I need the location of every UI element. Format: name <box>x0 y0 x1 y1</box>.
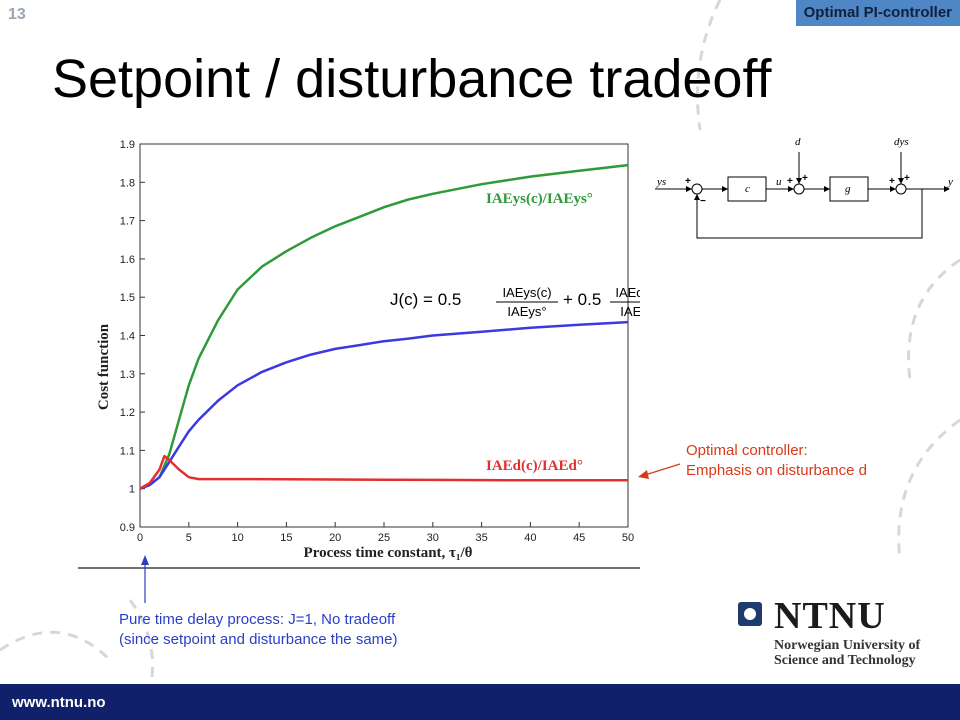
ntnu-logo-name: NTNU <box>774 595 886 637</box>
slide-number: 13 <box>8 6 26 23</box>
diagram-sign-5: + <box>889 176 895 187</box>
footer-url[interactable]: www.ntnu.no <box>12 694 106 711</box>
x-tick-label: 20 <box>329 532 341 544</box>
y-tick-label: 1.2 <box>120 407 135 419</box>
diagram-sign-1: + <box>685 176 691 187</box>
diagram-arrowhead-5 <box>824 186 830 192</box>
ntnu-logo-line-2: Science and Technology <box>774 653 916 668</box>
series-label-green: IAEys(c)/IAEys° <box>486 191 593 207</box>
x-tick-label: 15 <box>280 532 292 544</box>
diagram-sign-6: + <box>904 173 910 184</box>
y-tick-label: 1.5 <box>120 292 135 304</box>
pure-delay-note-line-1: Pure time delay process: J=1, No tradeof… <box>119 611 396 628</box>
diagram-feedback-loop <box>696 189 923 239</box>
diagram-arrowhead-9 <box>694 194 700 200</box>
diagram-disturbance-label: d <box>795 136 801 148</box>
diagram-sign-2: − <box>700 196 706 207</box>
y-tick-label: 1.1 <box>120 445 135 457</box>
optimal-arrow <box>644 463 681 476</box>
diagram-arrowhead-3 <box>788 186 794 192</box>
diagram-summing-junction-3 <box>895 183 907 195</box>
x-tick-label: 25 <box>378 532 390 544</box>
formula-term1-denominator: IAEys° <box>507 304 546 319</box>
pure-delay-arrowhead <box>141 555 149 565</box>
diagram-arrowhead-2 <box>722 186 728 192</box>
slide-title: Setpoint / disturbance tradeoff <box>52 49 772 109</box>
diagram-arrowhead-8 <box>944 186 950 192</box>
x-tick-label: 40 <box>524 532 536 544</box>
x-tick-label: 5 <box>186 532 192 544</box>
optimal-controller-note: Optimal controller: Emphasis on disturba… <box>686 441 867 481</box>
y-tick-label: 1.9 <box>120 139 135 151</box>
y-tick-label: 1.3 <box>120 369 135 381</box>
formula-lhs: J(c) = 0.5 <box>390 290 461 309</box>
optimal-note-line-1: Optimal controller: <box>686 442 808 459</box>
ntnu-logo-mark <box>738 602 762 626</box>
diagram-summing-junction-1 <box>691 183 703 195</box>
x-axis-label: Process time constant, τ₁/θ <box>304 545 473 561</box>
x-tick-label: 45 <box>573 532 585 544</box>
x-tick-label: 30 <box>427 532 439 544</box>
y-tick-label: 1 <box>129 484 135 496</box>
diagram-arrowhead-7 <box>898 178 904 184</box>
cost-function-chart: 0 5 10 15 20 25 30 35 40 45 50 0.9 1 1.1 1.2 1.3 1.4 1.5 1… <box>78 122 640 570</box>
diagram-arrowhead-4 <box>796 178 802 184</box>
pure-delay-note: Pure time delay process: J=1, No tradeof… <box>119 610 398 650</box>
series-label-red: IAEd(c)/IAEd° <box>486 458 583 474</box>
ntnu-logo-line-1: Norwegian University of <box>774 638 921 653</box>
pure-delay-note-line-2: (since setpoint and disturbance the same… <box>119 631 398 648</box>
y-tick-label: 1.8 <box>120 177 135 189</box>
diagram-sign-4: + <box>802 173 808 184</box>
diagram-plant-label: g <box>845 183 851 195</box>
footer-bar: www.ntnu.no <box>0 684 960 720</box>
ntnu-logo: NTNU Norwegian University of Science and… <box>736 595 946 673</box>
y-tick-label: 0.9 <box>120 522 135 534</box>
x-tick-label: 35 <box>475 532 487 544</box>
x-tick-label: 50 <box>622 532 634 544</box>
diagram-arrowhead-1 <box>686 186 692 192</box>
formula-term1-numerator: IAEys(c) <box>502 285 551 300</box>
formula-plus: + 0.5 <box>563 290 601 309</box>
optimal-arrowhead <box>638 470 649 479</box>
y-tick-label: 1.4 <box>120 331 135 343</box>
diagram-arrowhead-6 <box>890 186 896 192</box>
diagram-sign-3: + <box>787 176 793 187</box>
series-line-1 <box>139 320 629 490</box>
series-line-2 <box>139 454 628 490</box>
formula-term2-numerator: IAEd(c) <box>615 285 640 300</box>
formula-term2-denominator: IAEd° <box>620 304 640 319</box>
diagram-output-label: y <box>947 176 953 188</box>
y-tick-label: 1.6 <box>120 254 135 266</box>
ntnu-logo-subtitle: Norwegian University of Science and Tech… <box>774 638 920 668</box>
section-tag: Optimal PI-controller <box>795 0 960 26</box>
diagram-control-signal-label: u <box>776 176 782 188</box>
diagram-input-label: ys <box>656 176 666 188</box>
diagram-controller-label: c <box>745 183 750 195</box>
diagram-setpoint-disturbance-label: dys <box>894 136 909 148</box>
y-tick-label: 1.7 <box>120 216 135 228</box>
optimal-note-line-2: Emphasis on disturbance d <box>686 462 867 479</box>
x-tick-label: 10 <box>231 532 243 544</box>
x-tick-label: 0 <box>137 532 143 544</box>
y-axis-label: Cost function <box>96 323 112 410</box>
series-line-0 <box>139 163 629 490</box>
diagram-summing-junction-2 <box>793 183 805 195</box>
cost-formula: J(c) = 0.5 IAEys(c) IAEys° + 0.5 IAEd(c)… <box>390 285 640 319</box>
